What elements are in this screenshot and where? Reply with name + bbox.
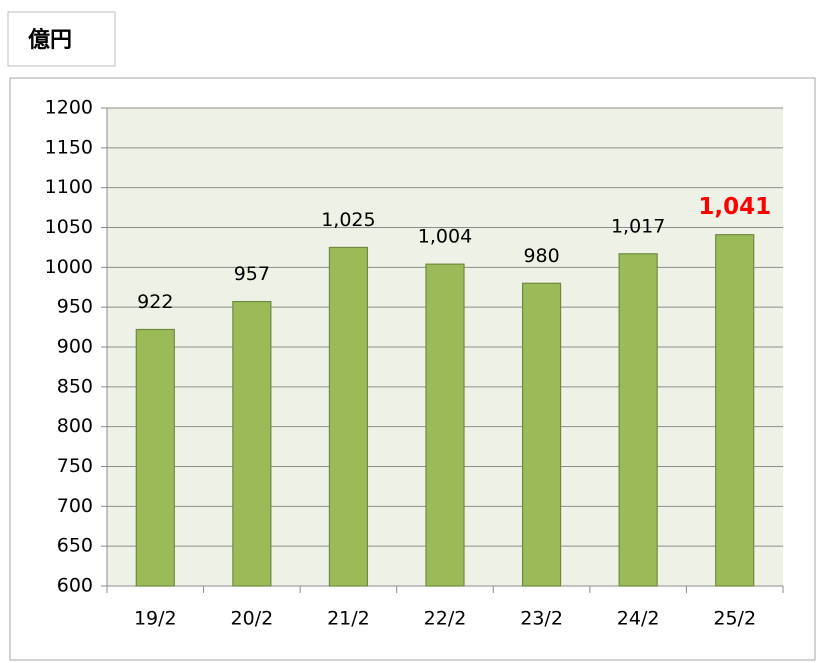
y-tick-label: 700 [57, 495, 93, 517]
x-tick-label: 22/2 [424, 608, 467, 630]
y-tick-label: 600 [57, 575, 93, 597]
x-tick-label: 19/2 [134, 608, 177, 630]
bar [715, 234, 755, 587]
bar [425, 263, 465, 587]
y-tick-label: 900 [57, 336, 93, 358]
data-label: 1,017 [611, 215, 665, 237]
unit-label: 億円 [28, 27, 72, 53]
x-tick-label: 24/2 [617, 608, 660, 630]
y-tick-label: 1150 [45, 136, 93, 158]
data-label: 980 [523, 245, 559, 267]
bar [521, 282, 562, 587]
bar [618, 253, 658, 587]
y-tick-label: 1100 [45, 176, 93, 198]
y-tick-label: 750 [57, 455, 93, 477]
y-tick-label: 950 [57, 296, 93, 318]
x-tick-label: 21/2 [327, 608, 370, 630]
y-tick-label: 1200 [45, 97, 93, 119]
data-label: 1,004 [418, 226, 472, 248]
data-label: 1,041 [698, 194, 771, 220]
y-tick-label: 850 [57, 375, 93, 397]
bar [328, 246, 369, 587]
x-tick-label: 23/2 [520, 608, 563, 630]
y-tick-label: 800 [57, 415, 93, 437]
y-tick-label: 650 [57, 535, 93, 557]
data-label: 1,025 [321, 209, 375, 231]
y-tick-label: 1000 [45, 256, 93, 278]
x-tick-label: 25/2 [713, 608, 756, 630]
data-label: 957 [234, 263, 270, 285]
y-tick-label: 1050 [45, 216, 93, 238]
data-label: 922 [137, 291, 173, 313]
unit-box [7, 11, 116, 67]
bar [232, 300, 272, 587]
x-tick-label: 20/2 [231, 608, 274, 630]
bar [135, 328, 175, 587]
